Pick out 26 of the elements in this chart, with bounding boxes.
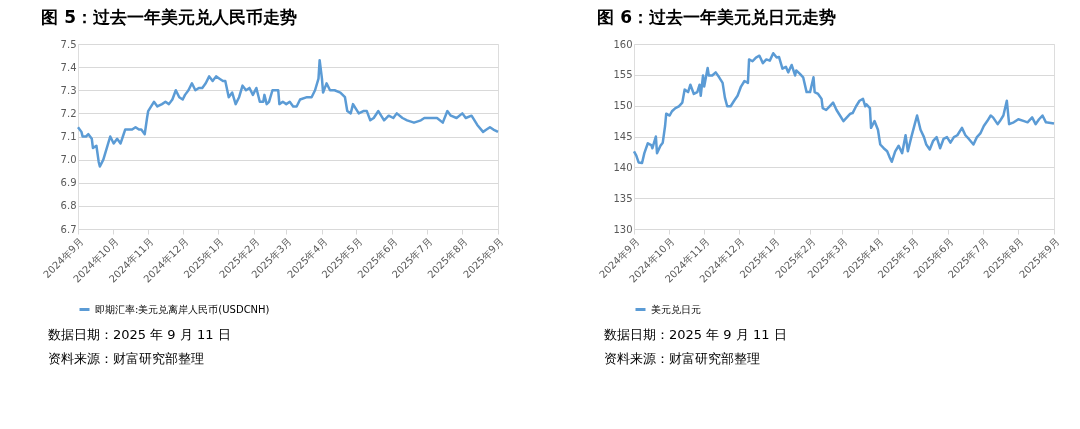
text: 数据日期：2025 年 9 月 11 日 xyxy=(604,327,787,342)
text: 资料来源：财富研究部整理 xyxy=(604,351,760,366)
text: 数据日期：2025 年 9 月 11 日 xyxy=(48,327,231,342)
chart-title: 图 6：过去一年美元兑日元走势 xyxy=(597,7,837,27)
y-tick-label: 7.4 xyxy=(60,61,77,73)
y-tick-label: 155 xyxy=(613,69,633,81)
y-tick-label: 7.3 xyxy=(60,84,77,96)
chart-title: 图 5：过去一年美元兑人民币走势 xyxy=(41,7,298,27)
y-tick-label: 7.0 xyxy=(60,154,77,166)
y-tick-label: 6.8 xyxy=(60,200,77,212)
y-tick-label: 150 xyxy=(613,100,633,112)
line-series xyxy=(76,58,500,168)
line-series xyxy=(632,52,1056,165)
y-tick-label: 135 xyxy=(613,192,633,204)
y-tick-label: 7.5 xyxy=(60,38,77,50)
legend-label: 即期汇率:美元兑离岸人民币(USDCNH) xyxy=(95,303,270,315)
y-tick-label: 130 xyxy=(613,223,633,235)
text: 资料来源：财富研究部整理 xyxy=(48,351,204,366)
y-tick-label: 160 xyxy=(613,38,633,50)
y-tick-label: 7.2 xyxy=(60,107,77,119)
y-tick-label: 7.1 xyxy=(60,131,77,142)
y-tick-label: 140 xyxy=(613,161,633,173)
y-tick-label: 6.7 xyxy=(60,223,77,235)
legend-label: 美元兑日元 xyxy=(651,303,701,315)
y-tick-label: 145 xyxy=(613,131,633,142)
y-tick-label: 6.9 xyxy=(60,177,77,189)
